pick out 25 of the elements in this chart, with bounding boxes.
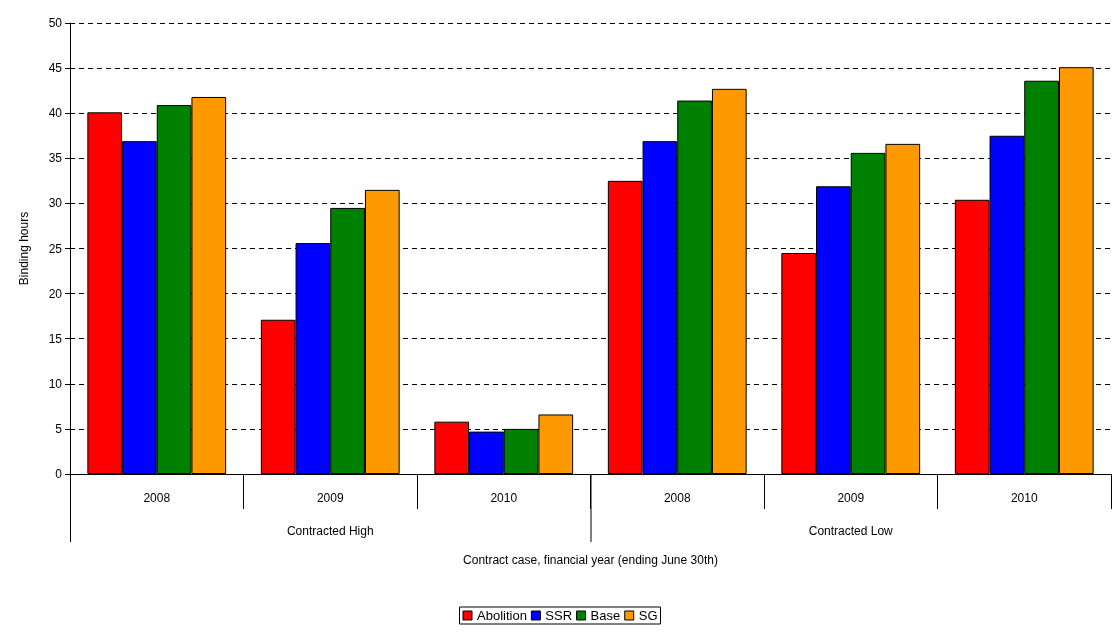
y-tick-label: 30 — [48, 196, 63, 211]
x-tick-label: 2010 — [1010, 491, 1038, 505]
legend-label: Base — [590, 608, 621, 623]
y-tick-label: 25 — [48, 241, 63, 256]
y-tick-label: 45 — [48, 61, 63, 76]
y-tick-label: 10 — [48, 376, 63, 391]
legend-label: SG — [638, 608, 658, 623]
y-tick-label: 15 — [48, 331, 63, 346]
x-tick-label: 2008 — [663, 491, 691, 505]
y-axis-title: Binding hours — [17, 211, 31, 286]
x-axis-title: Contract case, financial year (ending June 30th) — [463, 553, 718, 567]
y-tick-label: 40 — [48, 106, 63, 121]
y-tick-label: 35 — [48, 151, 63, 166]
legend-label: Abolition — [476, 608, 527, 623]
y-tick-label: 20 — [48, 286, 63, 301]
x-tick-label: 2008 — [143, 491, 171, 505]
legend-label: SSR — [545, 608, 573, 623]
x-tick-label: 2009 — [837, 491, 865, 505]
x-tick-label: 2009 — [316, 491, 344, 505]
x-tick-label: 2010 — [490, 491, 518, 505]
text: Contracted High — [286, 524, 374, 538]
y-tick-label: 50 — [48, 16, 63, 30]
y-tick-label: 0 — [55, 467, 63, 481]
y-tick-label: 5 — [55, 421, 63, 436]
text: Contracted Low — [808, 524, 894, 538]
